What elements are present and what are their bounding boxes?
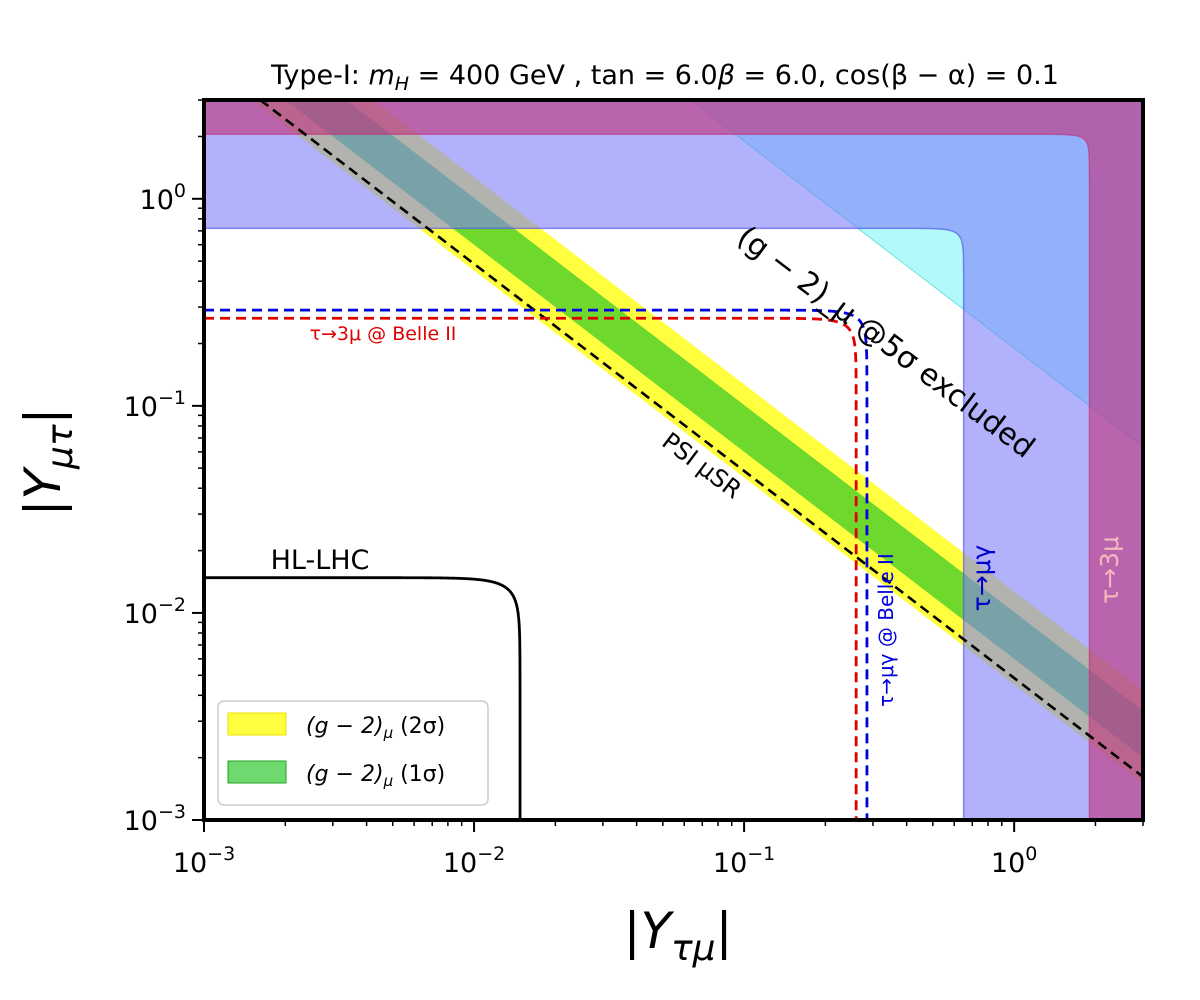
band-g2-1sigma [285, 100, 1143, 758]
curve-belle-tau-mugamma [204, 308, 869, 820]
curve-belle-tau-3mu [204, 316, 858, 820]
annotation-belle-tau-mugamma: τ→μγ @ Belle II [874, 553, 898, 707]
legend-swatch [227, 712, 287, 736]
chart-title: Type-I: mH = 400 GeV , tan = 6.0β = 6.0,… [270, 60, 1059, 95]
legend-label: (g − 2)μ (1σ) [306, 762, 445, 790]
x-tick-label: 10−1 [713, 843, 775, 879]
legend-swatch [227, 760, 287, 784]
x-axis-label: |Yτμ| [624, 902, 733, 969]
limit-curves [204, 100, 1143, 820]
annotation-hl-lhc: HL-LHC [271, 545, 370, 576]
y-axis-label: |Yμτ| [14, 408, 81, 517]
curve-psi-musr [259, 100, 1143, 778]
y-tick-label: 10−1 [124, 387, 186, 423]
y-tick-label: 10−2 [124, 594, 186, 630]
curve-hl-lhc [204, 576, 522, 820]
excluded-regions [204, 100, 1143, 820]
y-tick-label: 10−3 [124, 801, 186, 837]
chart-title-text: Type-I: mH = 400 GeV , tan = 6.0β = 6.0,… [270, 60, 1059, 95]
legend: (g − 2)μ (2σ) (g − 2)μ (1σ) [217, 700, 489, 806]
x-tick-label: 10−2 [443, 843, 505, 879]
axis-labels: |Yτμ| |Yμτ| [14, 408, 732, 969]
x-tick-label: 100 [991, 843, 1037, 879]
annotation-tau-mugamma: τ→μγ [967, 544, 996, 611]
tick-labels: 10−3 10−2 10−1 100 10−3 10−2 10−1 100 [124, 180, 1038, 879]
region-tau-to-mu-gamma-excluded [204, 100, 1143, 820]
band-g2-2sigma [251, 100, 1143, 784]
region-tau-to-3mu-excluded [204, 100, 1143, 820]
x-tick-label: 10−3 [173, 843, 235, 879]
legend-label: (g − 2)μ (2σ) [306, 714, 445, 742]
plot-frame [202, 98, 1145, 822]
y-tick-label: 100 [140, 180, 186, 216]
annotation-belle-tau-3mu: τ→3μ @ Belle II [310, 323, 457, 345]
annotation-tau-3mu: τ→3μ [1095, 536, 1124, 604]
